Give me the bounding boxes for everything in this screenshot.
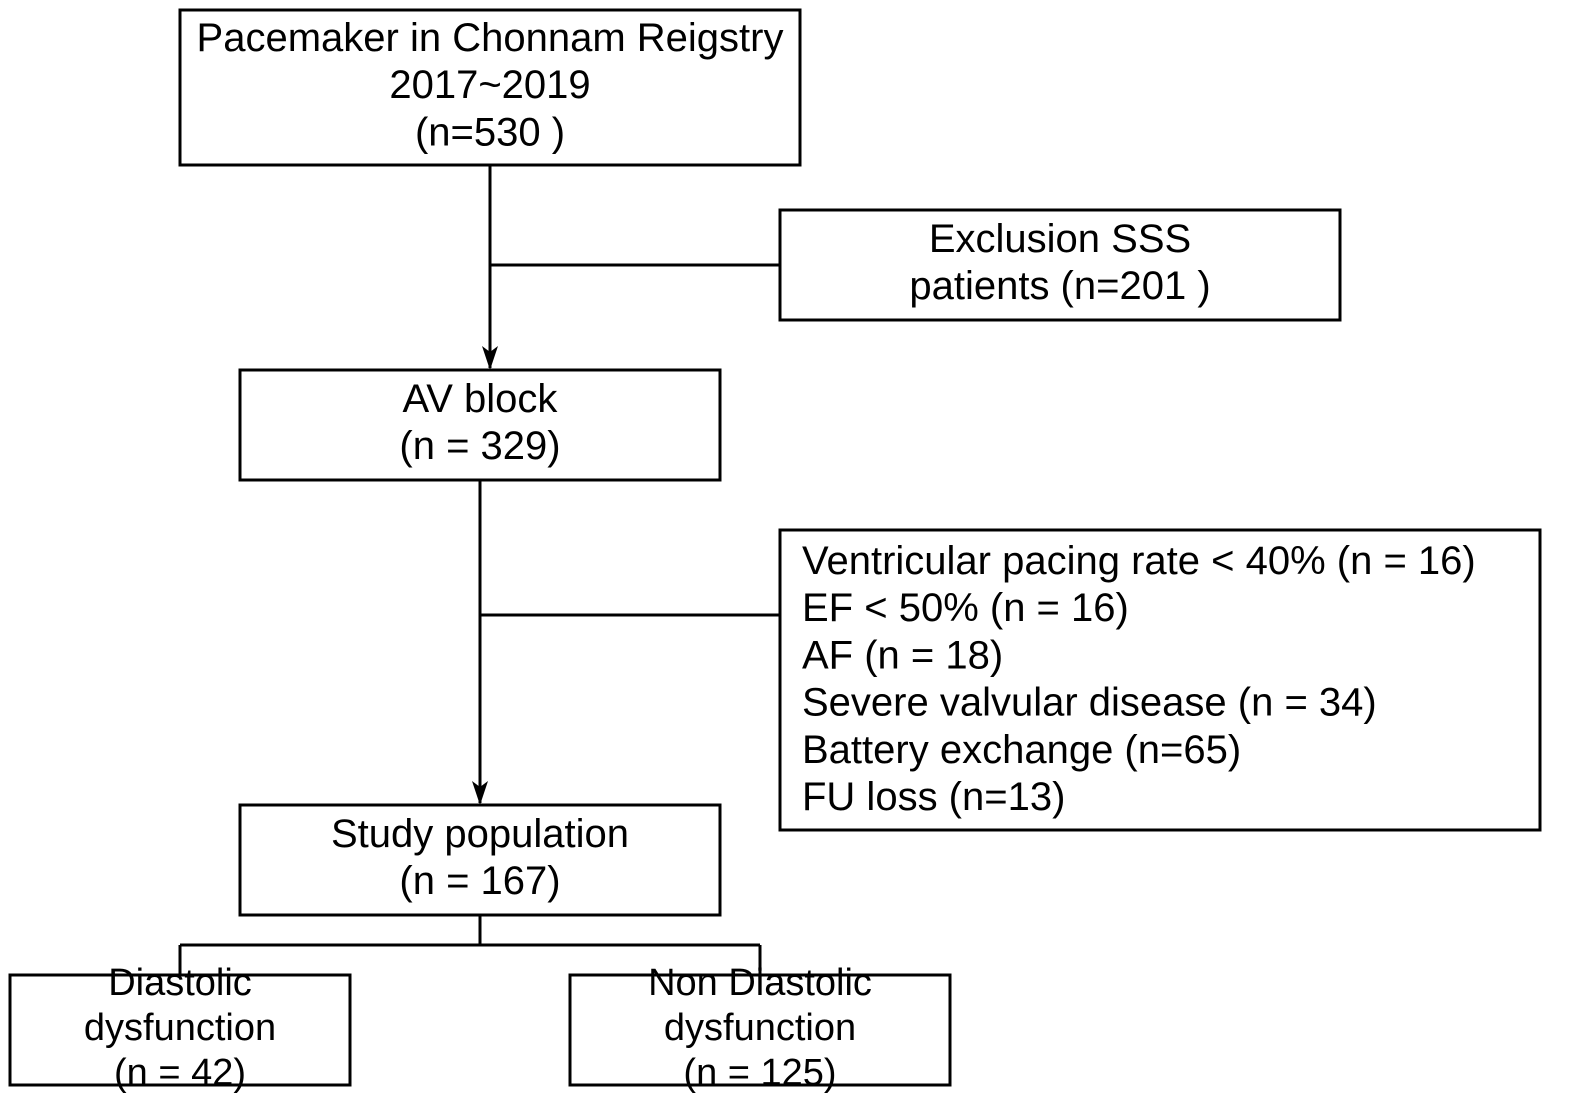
box-exclusion2-line-0: Ventricular pacing rate < 40% (n = 16) xyxy=(802,539,1476,583)
box-diastolic-line-1: dysfunction xyxy=(84,1007,276,1049)
box-registry-line-1: 2017~2019 xyxy=(389,63,590,107)
flowchart-canvas: Pacemaker in Chonnam Reigstry2017~2019(n… xyxy=(0,0,1594,1095)
box-exclusion2-line-3: Severe valvular disease (n = 34) xyxy=(802,681,1377,725)
box-exclusion1-line-0: Exclusion SSS xyxy=(929,217,1191,261)
box-diastolic-line-0: Diastolic xyxy=(108,962,252,1004)
box-studypop-line-0: Study population xyxy=(331,812,629,856)
box-diastolic-line-2: (n = 42) xyxy=(114,1052,246,1094)
box-exclusion2-line-1: EF < 50% (n = 16) xyxy=(802,586,1129,630)
box-registry-line-0: Pacemaker in Chonnam Reigstry xyxy=(197,16,784,60)
box-exclusion2-line-2: AF (n = 18) xyxy=(802,633,1003,677)
box-nondiastolic-line-0: Non Diastolic xyxy=(648,962,872,1004)
box-studypop-line-1: (n = 167) xyxy=(399,859,560,903)
box-nondiastolic-line-1: dysfunction xyxy=(664,1007,856,1049)
box-exclusion2-line-4: Battery exchange (n=65) xyxy=(802,728,1241,772)
box-avblock-line-0: AV block xyxy=(403,377,559,421)
box-registry-line-2: (n=530 ) xyxy=(415,110,565,154)
box-avblock-line-1: (n = 329) xyxy=(399,424,560,468)
box-exclusion1-line-1: patients (n=201 ) xyxy=(909,264,1210,308)
box-nondiastolic-line-2: (n = 125) xyxy=(683,1052,836,1094)
box-exclusion2-line-5: FU loss (n=13) xyxy=(802,775,1065,819)
